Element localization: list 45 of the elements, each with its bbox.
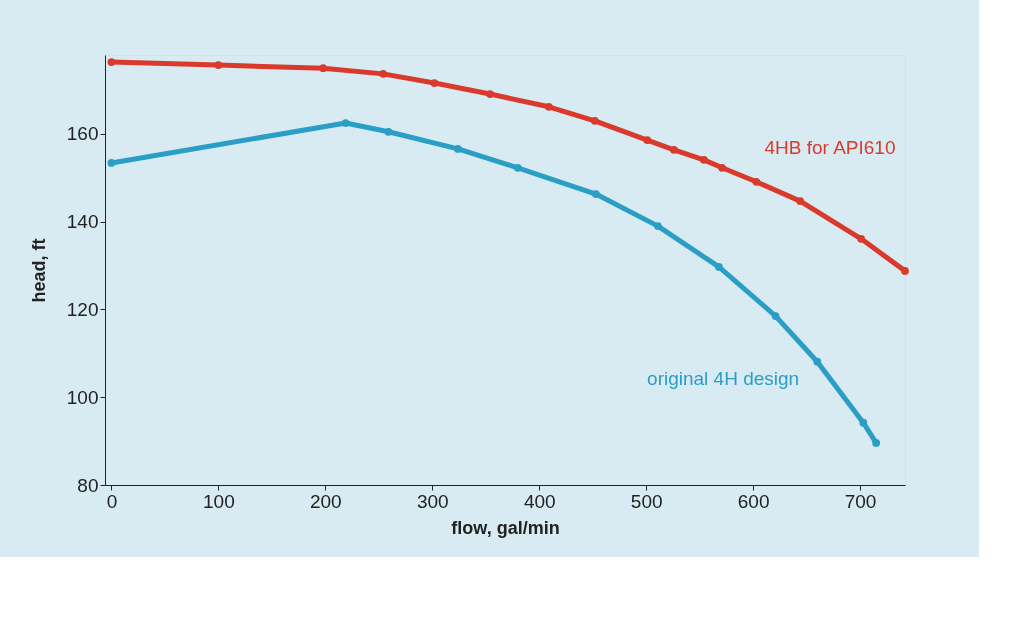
series-label: original 4H design [647,367,800,389]
x-tick-label: 300 [416,490,449,512]
x-tick-label: 700 [844,490,877,512]
point [513,163,522,172]
y-tick-label: 120 [66,298,99,320]
y-tick-label: 80 [77,474,99,496]
point [771,312,780,320]
point [872,439,880,447]
x-tick-label: 0 [106,490,118,512]
point [454,145,462,153]
series-label: 4HB for API610 [764,136,896,158]
x-tick-label: 500 [630,490,663,512]
point [384,127,393,136]
x-tick-label: 100 [203,490,235,512]
point [718,163,726,172]
point [319,64,328,73]
point [654,222,662,230]
point [859,418,868,427]
point [670,145,678,154]
point [700,156,708,164]
point [715,263,723,271]
point [379,70,387,78]
point [901,267,909,275]
point [544,102,553,111]
point [796,197,805,205]
point [430,79,439,87]
point [107,58,116,66]
x-tick-label: 400 [523,490,556,512]
x-axis-title: flow, gal/min [451,517,560,538]
point [592,190,600,198]
point [486,90,494,98]
point [590,116,599,125]
y-tick-label: 160 [66,123,99,145]
point [341,119,350,127]
point [214,61,223,69]
point [107,159,116,167]
x-tick-label: 600 [737,490,770,512]
point [752,177,761,186]
y-axis-title: head, ft [28,238,49,303]
x-tick-label: 200 [309,490,342,512]
point [857,234,866,243]
point [813,357,822,366]
y-tick-label: 100 [66,386,99,408]
point [643,136,652,144]
y-tick-label: 140 [66,211,99,233]
